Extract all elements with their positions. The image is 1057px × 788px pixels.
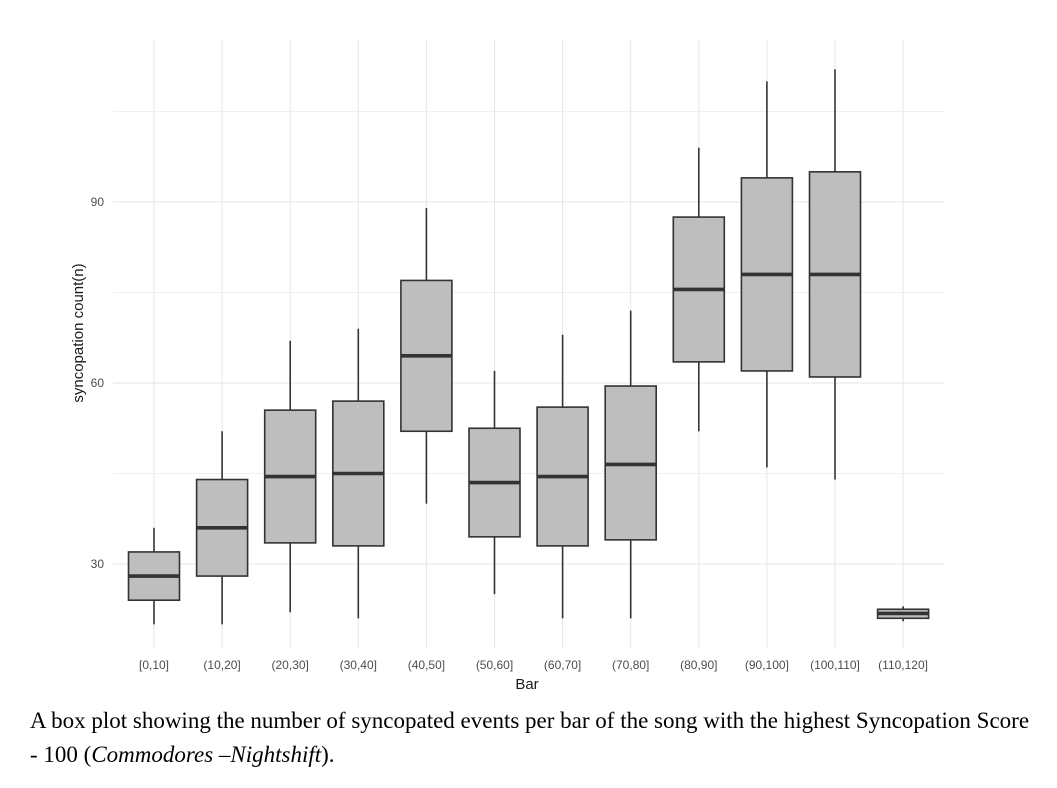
x-tick-label: (10,20] (203, 658, 240, 672)
x-tick-label: (20,30] (272, 658, 309, 672)
box-12 (876, 606, 930, 622)
x-axis-ticks: [0,10] (10,20] (20,30] (30,40] (40,50] (50,60… (139, 658, 928, 672)
box-6 (468, 370, 521, 595)
x-tick-label: (90,100] (745, 658, 789, 672)
x-tick-label: (70,80] (612, 658, 649, 672)
x-tick-label: (30,40] (340, 658, 377, 672)
box-plot: 30 60 90 [0,10] (10,20] (20,30] (30,40] (40,50… (70, 40, 944, 693)
box-2 (195, 431, 249, 625)
x-tick-label: (60,70] (544, 658, 581, 672)
boxes (127, 69, 930, 625)
box-5 (400, 208, 453, 504)
y-tick-label: 90 (91, 195, 105, 209)
box-8 (604, 310, 658, 619)
y-axis-ticks: 30 60 90 (91, 195, 105, 571)
figure-caption: A box plot showing the number of syncopa… (30, 704, 1030, 772)
box-3 (263, 340, 317, 613)
y-axis-title: syncopation count(n) (70, 263, 87, 402)
caption-song: Commodores –Nightshift (91, 742, 322, 767)
caption-prefix: A box plot showing the number of syncopa… (30, 708, 1030, 767)
x-tick-label: [0,10] (139, 658, 169, 672)
x-tick-label: (80,90] (680, 658, 717, 672)
box-11 (808, 69, 862, 480)
x-tick-label: (50,60] (476, 658, 513, 672)
box-10 (740, 81, 794, 468)
y-tick-label: 30 (91, 557, 105, 571)
box-9 (672, 147, 726, 432)
x-tick-label: (40,50] (408, 658, 445, 672)
box-7 (536, 334, 589, 619)
x-axis-title: Bar (515, 676, 538, 693)
box-4 (331, 328, 385, 619)
y-tick-label: 60 (91, 376, 105, 390)
x-tick-label: (100,110] (810, 658, 860, 672)
box-1 (127, 527, 181, 625)
caption-suffix: ). (321, 742, 335, 767)
x-tick-label: (110,120] (878, 658, 928, 672)
